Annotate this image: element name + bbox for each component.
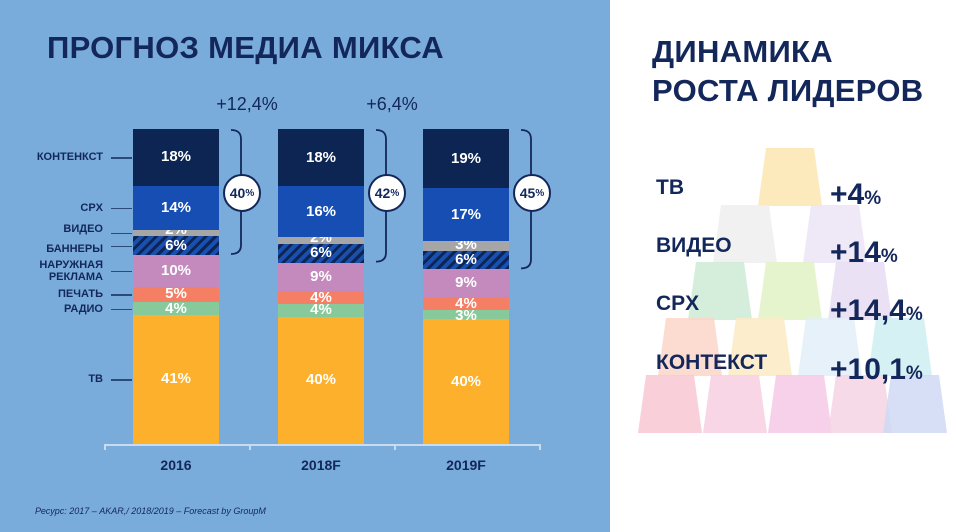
bar-segment: 9%: [278, 262, 364, 292]
category-leader-line: [111, 232, 132, 235]
category-label: КОНТЕНКСТ: [36, 151, 103, 164]
bar-segment: 19%: [423, 129, 509, 189]
bar-segment: 2%: [133, 222, 219, 237]
category-leader-line: [111, 379, 132, 381]
digital-total-badge: 45%: [513, 174, 551, 212]
category-leader-line: [111, 308, 132, 311]
x-tick-label: 2019F: [446, 457, 486, 473]
bar-segment: 4%: [133, 301, 219, 315]
media-mix-panel: ПРОГНОЗ МЕДИА МИКСА 41%4%5%10%6%2%14%18%…: [0, 0, 610, 532]
bar-segment: 17%: [423, 188, 509, 242]
category-label: CPX: [80, 201, 103, 214]
category-label: РАДИО: [63, 302, 103, 315]
leader-label: ТВ: [656, 176, 684, 199]
x-axis-tick: [104, 444, 106, 450]
category-label: БАННЕРЫ: [46, 242, 103, 255]
category-leader-line: [111, 245, 132, 248]
category-leader-line: [111, 270, 132, 273]
cup-shape: [728, 318, 792, 376]
bar-segment: 41%: [133, 314, 219, 444]
growth-label: +12,4%: [216, 94, 278, 114]
bar-segment: 3%: [423, 308, 509, 323]
x-axis-tick: [394, 444, 396, 450]
cup-shape: [688, 262, 752, 320]
growth-label: +6,4%: [366, 94, 418, 114]
category-label: ТВ: [88, 373, 103, 386]
cup-shape: [658, 318, 722, 376]
footnote: Ресурс: 2017 – AKAR,/ 2018/2019 – Foreca…: [35, 506, 266, 516]
bar-segment: 4%: [423, 295, 509, 311]
cup-shape: [768, 375, 832, 433]
category-label: ПЕЧАТЬ: [58, 288, 103, 301]
leader-label: КОНТЕКСТ: [656, 351, 768, 374]
bar-segment: 40%: [278, 316, 364, 444]
bar-segment: 6%: [423, 250, 509, 270]
bar-segment: 5%: [133, 286, 219, 303]
digital-total-badge: 42%: [368, 174, 406, 212]
right-title-line: РОСТА ЛИДЕРОВ: [652, 73, 924, 108]
x-tick-label: 2016: [160, 457, 192, 473]
x-tick-label: 2018F: [301, 457, 341, 473]
right-title: ДИНАМИКА РОСТА ЛИДЕРОВ: [652, 32, 923, 110]
category-leader-line: [111, 294, 132, 296]
bar-segment: 10%: [133, 255, 219, 287]
cup-shape: [798, 318, 862, 376]
bar-segment: 18%: [278, 129, 364, 187]
x-axis-tick: [249, 444, 251, 450]
page-title: ПРОГНОЗ МЕДИА МИКСА: [47, 30, 444, 65]
bar-segment: 40%: [423, 319, 509, 444]
cup-shape: [703, 375, 767, 433]
bar-segment: 9%: [423, 269, 509, 298]
bar-segment: 16%: [278, 186, 364, 238]
bar-segment: 2%: [278, 229, 364, 245]
x-axis: [104, 444, 539, 446]
leader-growth-value: +10,1%: [830, 353, 923, 386]
leader-growth-value: +14%: [830, 236, 898, 269]
cup-shape: [638, 375, 702, 433]
leader-label: ВИДЕО: [656, 234, 732, 257]
leader-growth-value: +4%: [830, 178, 882, 211]
category-label: НАРУЖНАЯ РЕКЛАМА: [39, 258, 103, 283]
cup-shape: [883, 375, 947, 433]
bar-segment: 6%: [278, 243, 364, 263]
cup-shape: [758, 262, 822, 320]
bar-segment: 18%: [133, 129, 219, 186]
cup-shape: [758, 148, 822, 206]
bar-segment: 3%: [423, 236, 509, 252]
cup-shape: [713, 205, 777, 263]
bar-segment: 14%: [133, 185, 219, 230]
cup-shape: [868, 318, 932, 376]
leader-growth-value: +14,4%: [830, 294, 923, 327]
bar-segment: 4%: [278, 290, 364, 304]
cups-pyramid-image: [638, 148, 947, 433]
digital-total-badge: 40%: [223, 174, 261, 212]
bar-segment: 6%: [133, 236, 219, 255]
cup-shape: [803, 205, 867, 263]
bar-segment: 4%: [278, 303, 364, 317]
cup-shape: [828, 262, 892, 320]
x-axis-tick: [539, 444, 541, 450]
category-leader-line: [111, 157, 132, 159]
category-label: ВИДЕО: [63, 222, 103, 235]
leader-label: CPX: [656, 292, 700, 315]
cup-shape: [828, 375, 892, 433]
category-leader-line: [111, 207, 132, 210]
right-title-line: ДИНАМИКА: [652, 34, 833, 69]
